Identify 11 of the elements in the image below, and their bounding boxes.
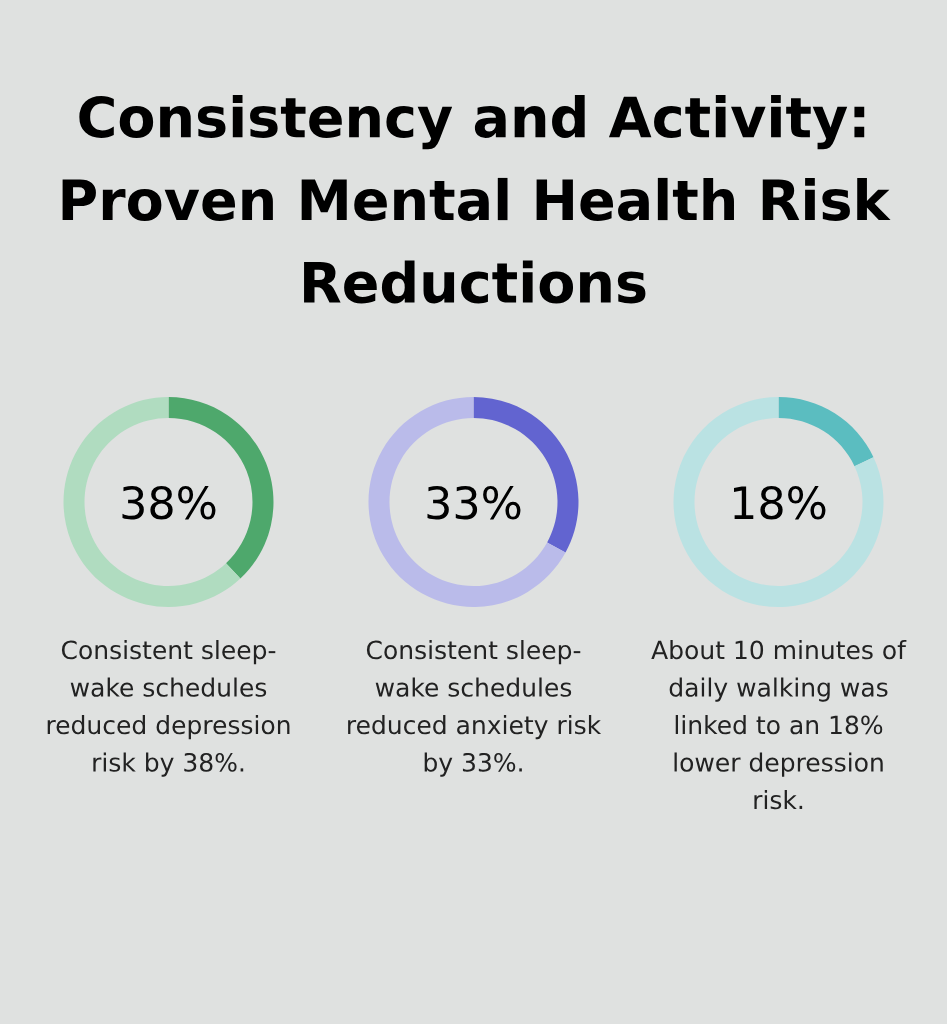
text: 38% xyxy=(122,485,216,520)
donut-slice xyxy=(63,397,241,607)
donut-slice xyxy=(778,397,874,467)
text: 18% xyxy=(733,485,826,520)
donut-slice xyxy=(673,397,884,607)
text: Consistency and Activity: Proven Mental Health Risk Reductions xyxy=(62,95,891,304)
donut-slice xyxy=(368,397,566,607)
text: 33% xyxy=(427,485,521,520)
text: Consistent sleep-wake schedules reduced depression risk by 38%. xyxy=(47,640,290,777)
text: Consistent sleep-wake schedules reduced anxiety risk by 33%. xyxy=(348,640,602,777)
text: About 10 minutes of daily walking was linked to an 18% lower depression risk. xyxy=(651,640,907,810)
